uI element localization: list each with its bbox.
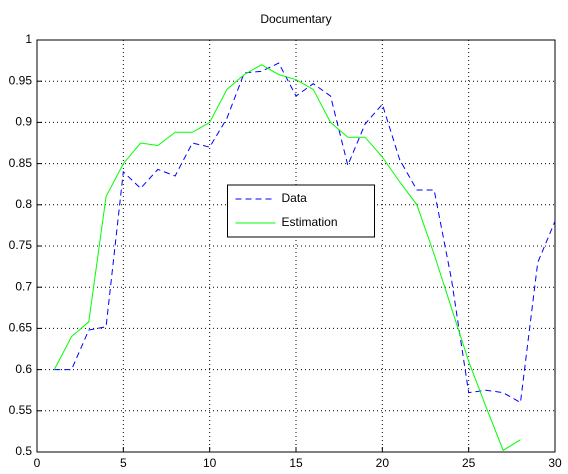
y-tick-label: 0.55 [9,403,33,417]
y-tick-label: 0.75 [9,238,33,252]
y-tick-label: 0.8 [15,197,32,211]
y-tick-label: 0.85 [9,156,33,170]
data-line [54,62,556,404]
y-tick-label: 0.9 [15,115,32,129]
y-tick-label: 0.5 [15,444,32,458]
legend-label: Data [282,191,308,205]
x-tick-label: 15 [289,456,303,470]
x-tick-label: 25 [462,456,476,470]
chart-title: Documentary [260,12,331,26]
y-tick-label: 0.6 [15,362,32,376]
x-tick-label: 20 [376,456,390,470]
y-tick-label: 0.65 [9,321,33,335]
y-tick-label: 1 [25,32,32,46]
x-tick-label: 5 [120,456,127,470]
legend-label: Estimation [282,215,338,229]
x-tick-label: 0 [34,456,41,470]
x-tick-label: 30 [548,456,562,470]
axes-box [36,39,556,453]
y-tick-label: 0.95 [9,73,33,87]
legend-box [227,184,375,238]
x-tick-label: 10 [203,456,217,470]
y-tick-label: 0.7 [15,279,32,293]
data-line [53,64,521,452]
